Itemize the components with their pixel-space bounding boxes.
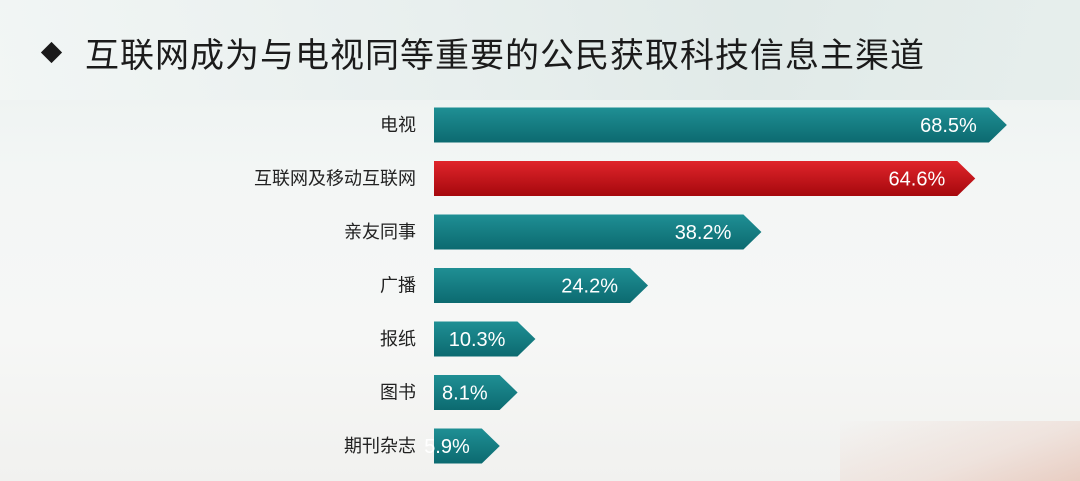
decorative-corner <box>840 421 1080 481</box>
bar-3 <box>434 214 762 250</box>
category-label: 电视 <box>380 115 416 136</box>
value-label: 38.2% <box>675 222 732 244</box>
value-label: 68.5% <box>920 115 977 137</box>
value-label: 64.6% <box>889 169 946 191</box>
value-label: 8.1% <box>442 383 488 405</box>
category-label: 广播 <box>380 276 416 297</box>
value-label: 24.2% <box>561 276 618 298</box>
value-label: 5.9% <box>424 436 470 458</box>
bar-7 <box>434 428 500 464</box>
category-label: 期刊杂志 <box>344 436 416 457</box>
category-label: 图书 <box>380 383 416 404</box>
bar-2 <box>434 161 976 196</box>
bar-5 <box>434 321 536 357</box>
category-label: 亲友同事 <box>344 222 416 243</box>
bar-6 <box>434 375 518 410</box>
title-row: 互联网成为与电视同等重要的公民获取科技信息主渠道 <box>40 24 925 80</box>
category-label: 互联网及移动互联网 <box>254 169 416 190</box>
bars-group: 电视 68.5% 互联网及移动互联网 64.6% 亲友同事 38.2% 广播 24.2% 报纸 1… <box>254 107 1007 464</box>
category-label: 报纸 <box>380 329 416 350</box>
page-title: 互联网成为与电视同等重要的公民获取科技信息主渠道 <box>85 35 925 76</box>
value-label: 10.3% <box>449 329 506 351</box>
header-background <box>0 0 1080 100</box>
bar-4 <box>434 268 649 303</box>
bar-1 <box>434 107 1007 143</box>
